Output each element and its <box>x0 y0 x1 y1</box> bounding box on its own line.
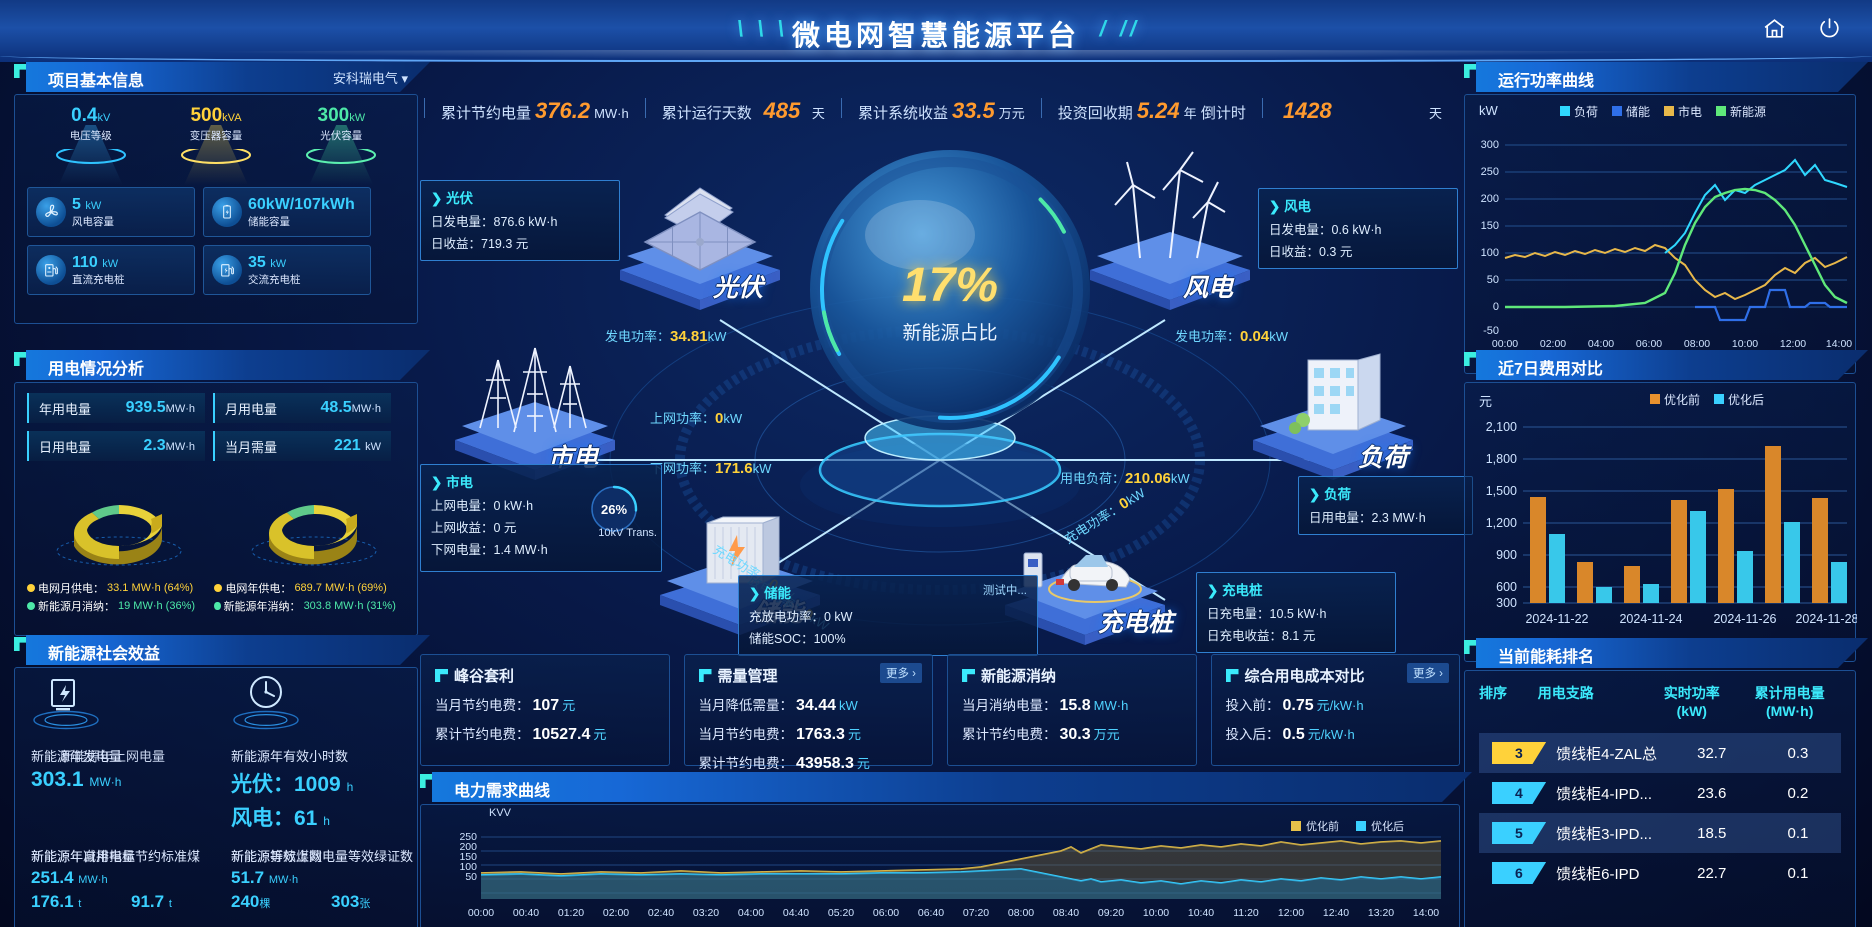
svg-text:12:00: 12:00 <box>1278 907 1304 919</box>
svg-text:04:40: 04:40 <box>783 907 809 919</box>
svg-text:12:40: 12:40 <box>1323 907 1349 919</box>
svg-text:08:40: 08:40 <box>1053 907 1079 919</box>
svg-text:14:00: 14:00 <box>1413 907 1439 919</box>
svg-text:900: 900 <box>1496 548 1517 562</box>
svg-text:06:00: 06:00 <box>873 907 899 919</box>
svg-text:1,800: 1,800 <box>1486 452 1517 466</box>
svg-text:600: 600 <box>1496 580 1517 594</box>
svg-text:300: 300 <box>1496 596 1517 610</box>
svg-text:2024-11-24: 2024-11-24 <box>1619 612 1682 626</box>
svg-text:05:20: 05:20 <box>828 907 854 919</box>
svg-text:00:40: 00:40 <box>513 907 539 919</box>
svg-text:01:20: 01:20 <box>558 907 584 919</box>
svg-text:50: 50 <box>465 871 477 883</box>
svg-text:02:40: 02:40 <box>648 907 674 919</box>
svg-text:250: 250 <box>1481 166 1499 178</box>
svg-text:1,500: 1,500 <box>1486 484 1517 498</box>
svg-text:07:20: 07:20 <box>963 907 989 919</box>
svg-text:10:00: 10:00 <box>1143 907 1169 919</box>
svg-text:14:00: 14:00 <box>1826 338 1852 350</box>
svg-text:2,100: 2,100 <box>1486 420 1517 434</box>
svg-text:06:40: 06:40 <box>918 907 944 919</box>
svg-text:02:00: 02:00 <box>603 907 629 919</box>
svg-text:12:00: 12:00 <box>1780 338 1806 350</box>
svg-text:100: 100 <box>1481 247 1499 259</box>
svg-text:50: 50 <box>1487 274 1499 286</box>
svg-text:2024-11-26: 2024-11-26 <box>1713 612 1776 626</box>
svg-text:08:00: 08:00 <box>1684 338 1710 350</box>
svg-text:00:00: 00:00 <box>1492 338 1518 350</box>
svg-text:11:20: 11:20 <box>1233 907 1259 919</box>
svg-text:150: 150 <box>1481 220 1499 232</box>
svg-text:10:40: 10:40 <box>1188 907 1214 919</box>
svg-text:06:00: 06:00 <box>1636 338 1662 350</box>
svg-text:-50: -50 <box>1483 325 1499 337</box>
svg-text:1,200: 1,200 <box>1486 516 1517 530</box>
svg-text:300: 300 <box>1481 139 1499 151</box>
svg-text:2024-11-22: 2024-11-22 <box>1525 612 1588 626</box>
svg-text:02:00: 02:00 <box>1540 338 1566 350</box>
svg-text:0: 0 <box>1493 301 1499 313</box>
svg-text:26%: 26% <box>601 502 627 517</box>
svg-text:10:00: 10:00 <box>1732 338 1758 350</box>
svg-text:03:20: 03:20 <box>693 907 719 919</box>
svg-text:00:00: 00:00 <box>468 907 494 919</box>
svg-text:2024-11-28: 2024-11-28 <box>1795 612 1857 626</box>
svg-text:09:20: 09:20 <box>1098 907 1124 919</box>
svg-text:04:00: 04:00 <box>1588 338 1614 350</box>
svg-text:优化后: 优化后 <box>1371 819 1404 833</box>
svg-text:200: 200 <box>1481 193 1499 205</box>
svg-text:04:00: 04:00 <box>738 907 764 919</box>
svg-text:08:00: 08:00 <box>1008 907 1034 919</box>
svg-text:13:20: 13:20 <box>1368 907 1394 919</box>
svg-text:优化前: 优化前 <box>1306 819 1339 833</box>
